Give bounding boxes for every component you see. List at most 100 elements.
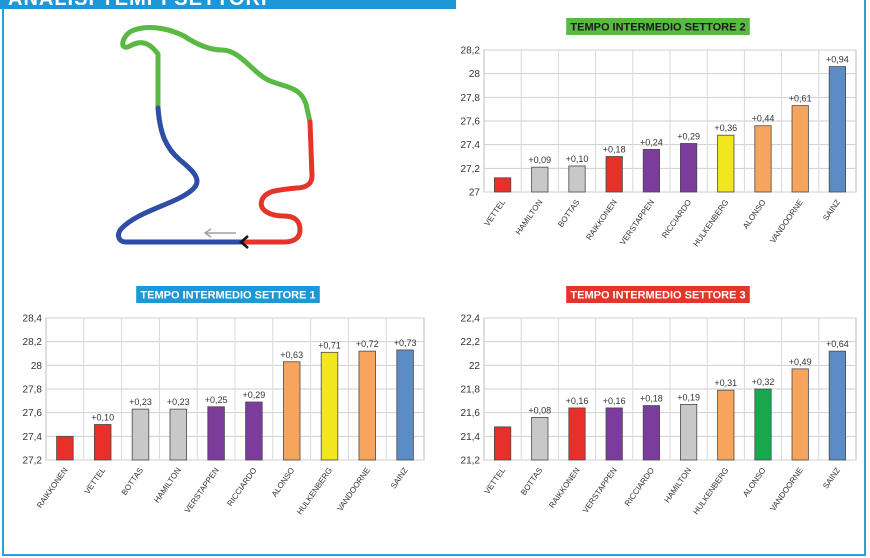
bar: [754, 388, 772, 461]
bar: [828, 66, 846, 193]
x-category-label: VANDOORNE: [335, 466, 372, 513]
bar-data-label: +0,19: [677, 392, 700, 402]
y-tick-label: 28,4: [23, 314, 43, 325]
x-category-label: RICCIARDO: [623, 466, 656, 508]
bar-data-label: +0,10: [566, 154, 589, 164]
x-category-label: ALONSO: [741, 198, 767, 230]
y-tick-label: 21,8: [461, 385, 481, 396]
bar-data-label: +0,25: [205, 395, 228, 405]
track-map: [116, 25, 315, 249]
chart-title-box: TEMPO INTERMEDIO SETTORE 2: [566, 18, 750, 35]
y-tick-label: 27,2: [461, 164, 481, 175]
x-category-label: BOTTAS: [120, 466, 145, 497]
x-category-label: VETTEL: [83, 466, 108, 496]
bar: [494, 426, 512, 461]
bar: [358, 350, 377, 461]
chart-title-box: TEMPO INTERMEDIO SETTORE 1: [136, 286, 320, 303]
bar: [568, 407, 586, 461]
bar: [131, 408, 150, 461]
x-category-label: VETTEL: [483, 198, 508, 228]
bar: [396, 349, 414, 461]
bar-data-label: +0,94: [826, 55, 849, 65]
bar-data-label: +0,18: [603, 145, 626, 155]
x-category-label: ALONSO: [741, 466, 767, 498]
x-category-label: BOTTAS: [556, 198, 581, 229]
bar-data-label: +0,08: [528, 405, 551, 415]
bar: [531, 416, 549, 461]
x-category-label: RICCIARDO: [660, 198, 693, 240]
y-tick-label: 27,6: [23, 408, 43, 419]
chart-title: TEMPO INTERMEDIO SETTORE 1: [140, 290, 315, 302]
bar: [791, 105, 809, 193]
bar: [680, 143, 698, 193]
x-category-label: RAIKKONEN: [35, 466, 70, 510]
bar: [494, 177, 512, 193]
bar-data-label: +0,29: [243, 390, 266, 400]
y-tick-label: 28,2: [461, 46, 481, 57]
bar-data-label: +0,29: [677, 131, 700, 141]
bar: [169, 408, 188, 461]
y-tick-label: 27,2: [23, 456, 43, 467]
bar-data-label: +0,36: [714, 123, 737, 133]
bar-data-label: +0,32: [752, 377, 775, 387]
x-category-label: HAMILTON: [152, 466, 183, 505]
bar: [791, 368, 809, 461]
y-tick-label: 27,6: [461, 117, 481, 128]
bar: [245, 401, 263, 461]
y-tick-label: 21,4: [461, 432, 481, 443]
x-category-label: VANDOORNE: [768, 198, 805, 245]
bar: [642, 148, 660, 193]
x-category-label: RAIKKONEN: [547, 466, 582, 510]
bar-data-label: +0,71: [318, 340, 341, 350]
y-tick-label: 22: [469, 361, 481, 372]
bar: [56, 435, 74, 461]
x-category-label: VERSTAPPEN: [618, 198, 656, 247]
bar-data-label: +0,63: [280, 350, 303, 360]
bar-data-label: +0,09: [528, 155, 551, 165]
y-tick-label: 27,4: [461, 140, 481, 151]
bar-data-label: +0,44: [752, 114, 775, 124]
sector2-chart: TEMPO INTERMEDIO SETTORE 2 27 27,2 27,4 27,6…: [461, 18, 857, 248]
y-tick-label: 28: [31, 361, 43, 372]
chart-title-box: TEMPO INTERMEDIO SETTORE 3: [566, 286, 750, 303]
bar: [568, 165, 586, 193]
sector1-chart: TEMPO INTERMEDIO SETTORE 1 27,2 27,4 27,6 27…: [23, 286, 425, 516]
x-category-label: HAMILTON: [514, 198, 545, 237]
bar-data-label: +0,64: [826, 339, 849, 349]
bar-data-label: +0,23: [129, 397, 152, 407]
bar-data-label: +0,16: [603, 396, 626, 406]
x-category-label: SAINZ: [389, 466, 410, 491]
x-category-label: HULKENBERG: [691, 466, 730, 516]
banner-title: ANALISI TEMPI SETTORI: [8, 0, 268, 9]
y-tick-label: 27,4: [23, 432, 43, 443]
bar: [605, 156, 623, 193]
bar: [717, 134, 735, 193]
x-category-label: RICCIARDO: [225, 466, 258, 508]
y-tick-label: 28: [469, 69, 481, 80]
x-category-label: HULKENBERG: [295, 466, 334, 516]
header-banner: ANALISI TEMPI SETTORI: [0, 0, 456, 9]
x-category-label: VETTEL: [483, 466, 508, 496]
bar: [282, 361, 301, 461]
bar-data-label: +0,18: [640, 394, 663, 404]
bar: [207, 406, 225, 461]
sector3-chart: TEMPO INTERMEDIO SETTORE 3 21,2 21,4 21,6 21…: [461, 286, 857, 516]
x-category-label: SAINZ: [821, 466, 842, 491]
bar: [717, 389, 735, 461]
x-category-label: HULKENBERG: [691, 198, 730, 248]
bar: [320, 351, 339, 461]
y-tick-label: 27: [469, 188, 481, 199]
x-category-label: HAMILTON: [663, 466, 694, 505]
chart-title: TEMPO INTERMEDIO SETTORE 2: [570, 22, 745, 34]
bar: [754, 125, 772, 193]
bar-data-label: +0,72: [356, 339, 379, 349]
x-category-label: ALONSO: [270, 466, 296, 498]
bar: [531, 166, 549, 193]
x-category-label: BOTTAS: [519, 466, 544, 497]
direction-arrow-icon: [203, 228, 236, 238]
y-tick-label: 27,8: [23, 385, 43, 396]
bar-data-label: +0,23: [167, 397, 190, 407]
bar-data-label: +0,31: [714, 378, 737, 388]
bar-data-label: +0,49: [789, 357, 812, 367]
